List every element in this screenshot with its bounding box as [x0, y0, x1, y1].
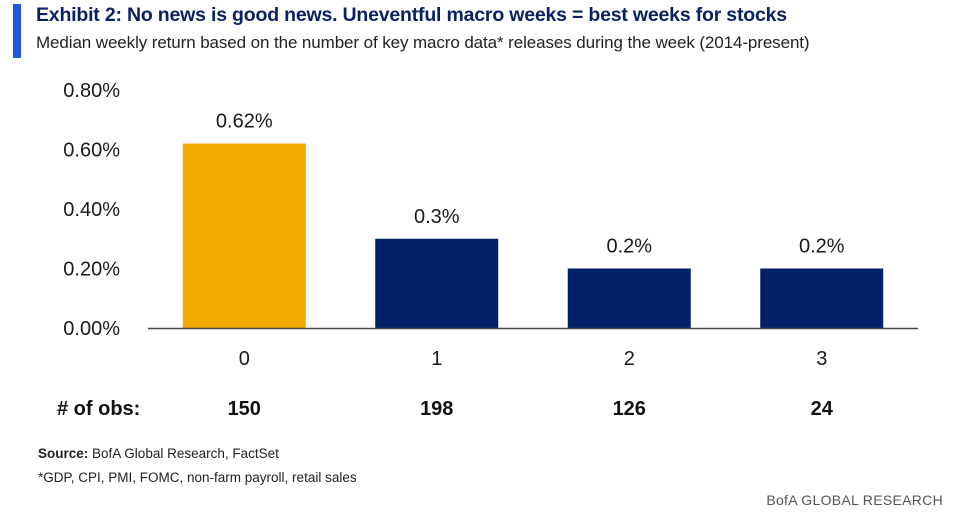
- chart-title: Exhibit 2: No news is good news. Unevent…: [36, 4, 787, 26]
- y-tick-label: 0.20%: [63, 259, 120, 281]
- source-text: BofA Global Research, FactSet: [92, 446, 279, 461]
- y-tick-label: 0.60%: [63, 140, 120, 162]
- data-label: 0.2%: [606, 236, 652, 258]
- y-tick-label: 0.00%: [63, 318, 120, 340]
- x-tick-label: 1: [431, 348, 442, 370]
- obs-value: 150: [227, 398, 261, 420]
- bar-chart: 0.00% 0.20% 0.40% 0.60% 0.80% 0.62% 0 0.3% 1 0.2%…: [63, 80, 918, 370]
- obs-label: # of obs:: [57, 398, 141, 420]
- y-tick-label: 0.80%: [63, 80, 120, 102]
- footnote: *GDP, CPI, PMI, FOMC, non-farm payroll, …: [38, 470, 357, 485]
- source-label: Source:: [38, 446, 89, 461]
- x-tick-label: 0: [239, 348, 250, 370]
- bar: [760, 268, 884, 328]
- brand-logo-text: BofA GLOBAL RESEARCH: [766, 492, 943, 508]
- bar: [567, 268, 691, 328]
- data-label: 0.2%: [799, 236, 845, 258]
- accent-bar: [13, 4, 21, 58]
- data-label: 0.62%: [216, 111, 273, 133]
- data-label: 0.3%: [414, 206, 460, 228]
- source-line: Source: BofA Global Research, FactSet: [38, 446, 279, 461]
- obs-value: 126: [612, 398, 646, 420]
- x-tick-label: 3: [816, 348, 827, 370]
- bar: [182, 143, 306, 328]
- bar: [375, 238, 499, 328]
- x-tick-label: 2: [624, 348, 635, 370]
- y-tick-label: 0.40%: [63, 199, 120, 221]
- chart-subtitle: Median weekly return based on the number…: [36, 33, 810, 52]
- obs-value: 24: [810, 398, 833, 420]
- obs-value: 198: [420, 398, 454, 420]
